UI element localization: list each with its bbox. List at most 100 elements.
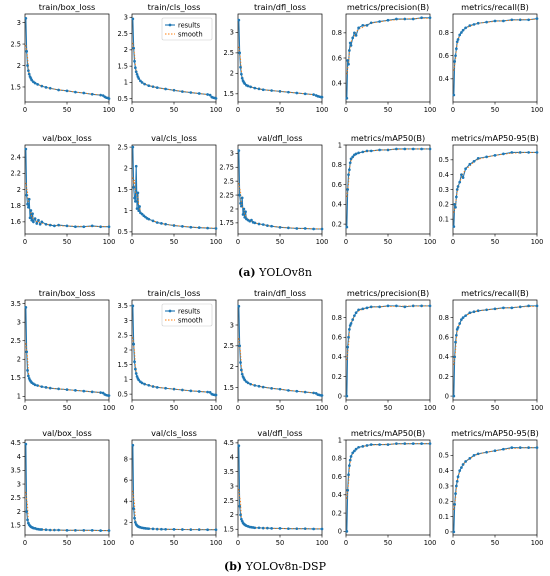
y-tick-label: 2.5 — [118, 143, 129, 151]
results-point — [456, 185, 460, 188]
subplot-title: metrics/recall(B) — [461, 288, 529, 298]
y-tick-label: 1.5 — [224, 526, 235, 534]
results-point — [456, 326, 460, 329]
legend-smooth-label: smooth — [178, 316, 203, 324]
results-point — [36, 384, 39, 387]
x-tick-label: 50 — [276, 404, 284, 412]
results-point — [214, 227, 218, 230]
results-point — [395, 17, 398, 21]
results-point — [27, 374, 30, 378]
results-point — [253, 526, 257, 530]
results-point — [57, 528, 60, 532]
results-point — [428, 16, 432, 20]
results-point — [468, 24, 472, 27]
y-tick-label: 0.4 — [439, 467, 450, 475]
x-tick-label: 0 — [130, 404, 134, 412]
results-point — [295, 91, 299, 95]
results-point — [345, 529, 349, 533]
results-point — [197, 92, 201, 95]
results-point — [134, 372, 138, 375]
results-point — [48, 528, 52, 532]
y-tick-label: 2.5 — [224, 342, 235, 350]
results-point — [206, 390, 209, 394]
results-point — [155, 386, 159, 389]
results-point — [312, 227, 315, 231]
results-series-line — [346, 305, 430, 397]
results-point — [53, 528, 56, 532]
x-tick-label: 100 — [210, 404, 223, 412]
results-point — [135, 207, 139, 210]
results-point — [40, 220, 44, 224]
x-tick-label: 100 — [531, 238, 544, 246]
results-point — [135, 72, 139, 76]
y-tick-label: 2 — [124, 165, 128, 173]
results-point — [354, 311, 358, 315]
x-tick-label: 100 — [531, 106, 544, 114]
results-point — [365, 444, 369, 447]
results-point — [32, 220, 35, 224]
y-tick-label: 0.6 — [332, 54, 343, 62]
caption-b-letter: (b) — [224, 560, 243, 573]
results-point — [472, 23, 476, 26]
results-point — [454, 54, 457, 58]
x-tick-label: 0 — [236, 238, 240, 246]
y-tick-label: 0.8 — [332, 29, 343, 37]
results-point — [24, 147, 28, 151]
results-point — [82, 91, 86, 95]
results-point — [243, 215, 247, 219]
results-point — [518, 18, 522, 22]
results-point — [287, 389, 290, 392]
y-tick-label: 0.2 — [439, 498, 450, 506]
results-point — [347, 473, 350, 477]
results-point — [238, 504, 242, 508]
results-point — [65, 528, 69, 532]
results-point — [181, 388, 184, 392]
subplot-b-8: val/dfl_loss 1.5 2 2.5 3 3.5 4 4.5 0 50 100 — [224, 428, 329, 547]
results-point — [214, 393, 218, 397]
results-point — [140, 81, 144, 84]
subplot-b-10: metrics/mAP50-95(B) 0 0.1 0.2 0.3 0.4 0.5 0 50 10… — [439, 428, 544, 547]
x-tick-label: 50 — [276, 539, 284, 547]
results-point — [257, 384, 261, 388]
results-point — [134, 70, 138, 74]
results-point — [349, 157, 353, 161]
results-point — [460, 31, 463, 34]
results-point — [403, 17, 407, 21]
y-tick-label: 2.2 — [11, 170, 22, 178]
results-point — [90, 528, 94, 532]
results-point — [135, 375, 139, 378]
y-tick-label: 0.5 — [118, 228, 129, 236]
y-tick-label: 0.4 — [332, 79, 343, 87]
plot-frame — [452, 144, 538, 235]
results-point — [266, 224, 269, 228]
results-point — [172, 387, 176, 391]
x-tick-label: 0 — [344, 238, 348, 246]
x-tick-label: 100 — [316, 238, 329, 246]
results-point — [361, 445, 365, 448]
y-tick-label: 2 — [230, 205, 234, 213]
results-point — [246, 84, 250, 88]
results-point — [133, 360, 136, 364]
results-point — [82, 225, 86, 229]
results-point — [147, 527, 151, 531]
results-point — [357, 151, 360, 155]
results-point — [493, 307, 497, 311]
y-tick-label: 8 — [124, 455, 128, 463]
legend-results-label: results — [178, 307, 201, 315]
results-point — [361, 23, 365, 27]
plot-frame — [345, 299, 431, 401]
results-point — [164, 386, 167, 390]
x-tick-label: 0 — [451, 539, 455, 547]
x-tick-label: 100 — [424, 238, 437, 246]
x-tick-label: 50 — [384, 539, 392, 547]
results-point — [348, 464, 351, 467]
x-tick-label: 100 — [210, 539, 223, 547]
results-point — [365, 23, 369, 27]
y-tick-label: 4 — [124, 498, 128, 506]
subplot-b-2: train/cls_loss 0.5 1 1.5 2 2.5 3 3.5 0 50 100 resul… — [118, 288, 223, 412]
results-point — [452, 394, 456, 398]
y-tick-label: 0.2 — [332, 220, 343, 228]
results-point — [238, 344, 242, 348]
results-point — [485, 450, 488, 454]
